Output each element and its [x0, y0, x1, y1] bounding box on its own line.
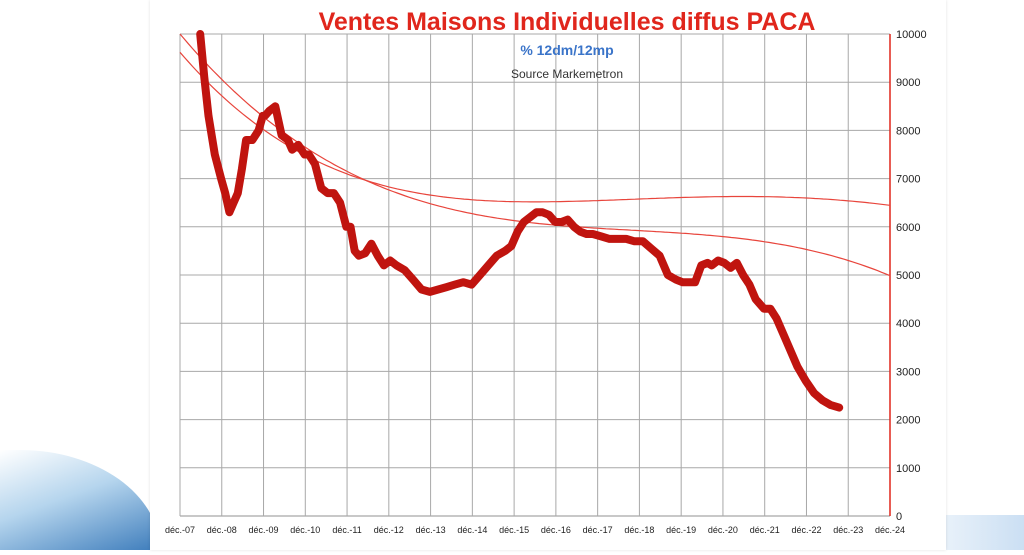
y-tick-label: 8000	[896, 125, 920, 137]
y-tick-label: 9000	[896, 77, 920, 89]
x-tick-label: déc.-23	[833, 525, 863, 535]
chart-frame: déc.-07 déc.-08 déc.-09 déc.-10 déc.-11 déc.-…	[150, 0, 946, 550]
y-tick-label: 7000	[896, 174, 920, 186]
y-tick-label: 2000	[896, 415, 920, 427]
chart-title: Ventes Maisons Individuelles diffus PACA	[319, 8, 816, 36]
chart-subtitle: % 12dm/12mp	[520, 42, 613, 58]
y-tick-label: 0	[896, 511, 902, 523]
y-tick-label: 5000	[896, 270, 920, 282]
x-tick-label: déc.-24	[875, 525, 905, 535]
y-tick-label: 3000	[896, 366, 920, 378]
x-tick-label: déc.-07	[165, 525, 195, 535]
x-tick-label: déc.-17	[583, 525, 613, 535]
x-tick-label: déc.-10	[290, 525, 320, 535]
y-tick-label: 6000	[896, 222, 920, 234]
x-tick-label: déc.-12	[374, 525, 404, 535]
y-tick-label: 1000	[896, 463, 920, 475]
x-tick-label: déc.-21	[750, 525, 780, 535]
decorative-swoosh	[0, 450, 160, 550]
x-tick-label: déc.-20	[708, 525, 738, 535]
x-tick-label: déc.-13	[416, 525, 446, 535]
x-tick-label: déc.-08	[207, 525, 237, 535]
y-tick-label: 10000	[896, 29, 927, 41]
x-tick-label: déc.-16	[541, 525, 571, 535]
series	[196, 30, 844, 412]
x-tick-label: déc.-14	[457, 525, 487, 535]
y-tick-label: 4000	[896, 318, 920, 330]
series-line-1	[196, 30, 844, 412]
x-tick-label: déc.-22	[791, 525, 821, 535]
x-tick-label: déc.-15	[499, 525, 529, 535]
x-tick-label: déc.-19	[666, 525, 696, 535]
x-tick-label: déc.-18	[624, 525, 654, 535]
x-tick-label: déc.-09	[249, 525, 279, 535]
line-chart: déc.-07 déc.-08 déc.-09 déc.-10 déc.-11 déc.-…	[150, 0, 946, 550]
chart-source: Source Markemetron	[511, 67, 623, 81]
tick-labels: déc.-07 déc.-08 déc.-09 déc.-10 déc.-11 déc.-…	[165, 29, 927, 535]
axes	[180, 34, 891, 517]
x-tick-label: déc.-11	[332, 525, 361, 535]
